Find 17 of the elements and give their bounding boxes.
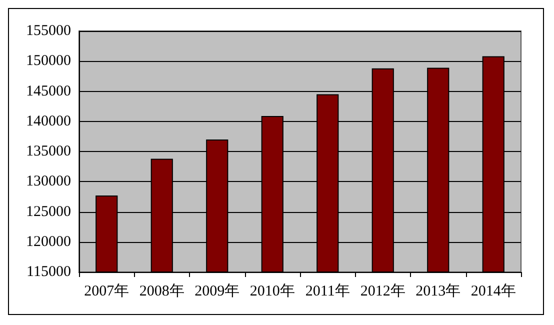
y-tick-label: 140000 [26, 113, 71, 130]
x-tick-label: 2011年 [305, 282, 350, 300]
x-tick-label: 2010年 [250, 282, 295, 300]
x-tick-label: 2008年 [139, 282, 184, 300]
y-tick-label: 115000 [26, 264, 71, 280]
y-tick-label: 155000 [26, 23, 71, 39]
y-tick-label: 135000 [26, 144, 71, 160]
y-tick-label: 125000 [26, 204, 71, 220]
y-tick-label: 150000 [26, 53, 71, 70]
x-tick-label: 2014年 [470, 282, 516, 300]
x-tick-label: 2013年 [416, 282, 461, 300]
x-tick-label: 2012年 [360, 282, 406, 300]
y-tick-label: 120000 [26, 234, 71, 250]
y-tick-label: 130000 [26, 174, 71, 190]
y-tick-label: 145000 [26, 83, 71, 100]
x-tick-label: 2007年 [84, 282, 130, 300]
x-tick-label: 2009年 [194, 282, 240, 300]
